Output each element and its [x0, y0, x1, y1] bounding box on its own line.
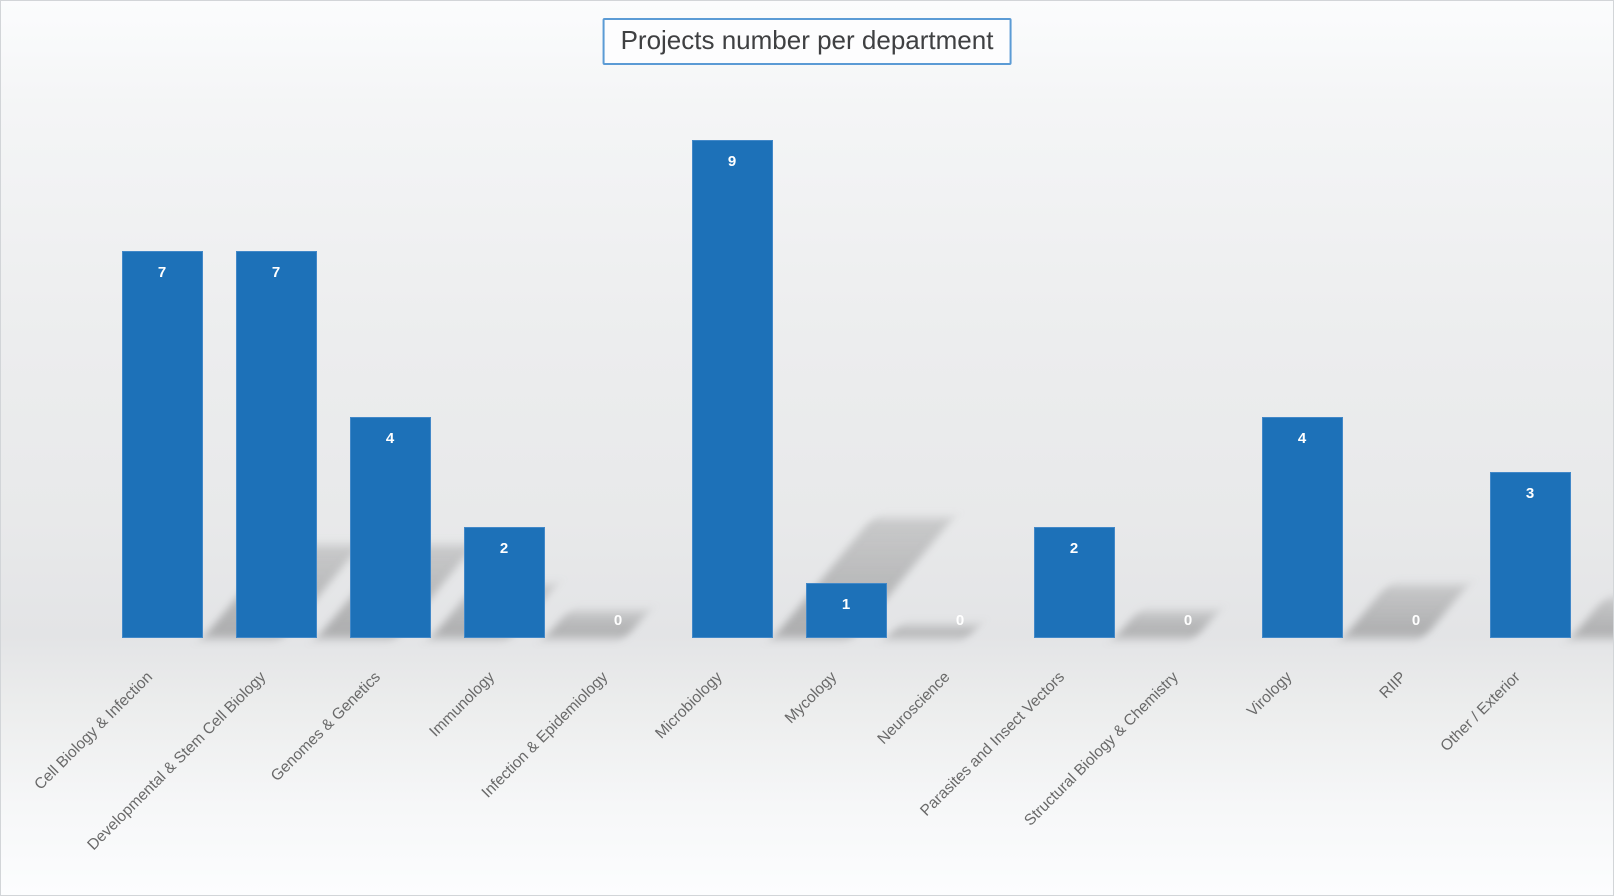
bar-parasites-and-insect-vectors: 2 [1033, 527, 1115, 638]
bar-virology: 4 [1261, 417, 1343, 638]
bar-value-label: 2 [499, 540, 509, 557]
bar-immunology: 2 [463, 527, 545, 638]
bar-genomes-and-genetics: 4 [349, 417, 431, 638]
bar-value-label: 1 [841, 596, 851, 613]
bar-value-label: 9 [727, 153, 737, 170]
bar-perspective-shadow [1570, 598, 1613, 638]
chart-title-box: Projects number per department [602, 18, 1012, 65]
bar-value-label: 4 [1297, 430, 1307, 447]
bar-mycology: 1 [805, 583, 887, 638]
bar-value-label: 2 [1069, 540, 1079, 557]
bar-value-label: 4 [385, 430, 395, 447]
bar-other-exterior: 3 [1489, 472, 1571, 638]
bar-developmental-and-stem-cell-biology: 7 [235, 251, 317, 638]
chart-title-text: Projects number per department [620, 25, 994, 55]
bar-value-label: 7 [271, 264, 281, 281]
bar-perspective-shadow [1342, 585, 1468, 638]
bar-value-label: 7 [157, 264, 167, 281]
bar-value-label: 3 [1525, 485, 1535, 502]
bar-perspective-shadow [544, 611, 648, 638]
bar-perspective-shadow [1114, 611, 1218, 638]
bar-cell-biology-and-infection: 7 [121, 251, 203, 638]
bar-microbiology: 9 [691, 140, 773, 638]
